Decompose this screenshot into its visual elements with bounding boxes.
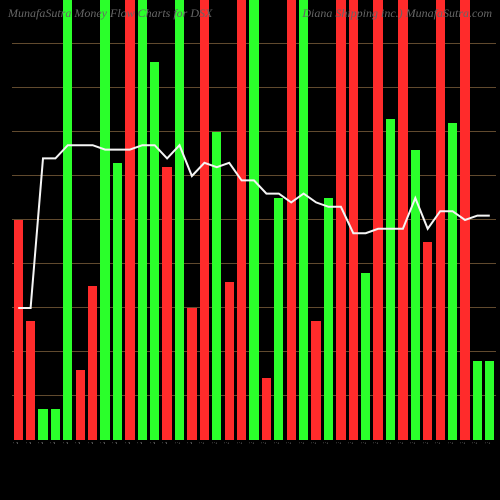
chart-container: MunafaSutra Money Flow Charts for DSX Di… bbox=[0, 0, 500, 500]
x-axis-label: 2.40 (0.84%) bbox=[49, 442, 57, 444]
x-axis-label: 2.50 (2.00%) bbox=[12, 442, 20, 444]
x-axis-label: 2.45 (2.00%) bbox=[25, 442, 33, 444]
x-axis-label: 3.49 (3.06%) bbox=[459, 442, 467, 444]
x-axis-label: 3.47 (0.86%) bbox=[484, 442, 492, 444]
x-axis-label: 2.50 (2.04%) bbox=[87, 442, 95, 444]
x-axis-label: 2.51 (0.40%) bbox=[99, 442, 107, 444]
x-axis-label: 3.11 (1.97%) bbox=[211, 442, 219, 444]
plot-area bbox=[12, 0, 496, 440]
x-axis-label: 2.95 (8.86%) bbox=[161, 442, 169, 444]
x-axis-label: 3.43 (1.78%) bbox=[385, 442, 393, 444]
chart-title-right: Diana Shipping inc.) MunafaSutra.com bbox=[302, 6, 492, 21]
x-axis-label: 3.15 (3.62%) bbox=[322, 442, 330, 444]
x-axis-label: 3.13 (0.63%) bbox=[335, 442, 343, 444]
x-axis-label: 3.52 (0.28%) bbox=[434, 442, 442, 444]
x-axis-label: 2.38 (0.83%) bbox=[62, 442, 70, 444]
x-axis-label: 3.37 (1.17%) bbox=[372, 442, 380, 444]
x-axis-label: 3.01 (2.90%) bbox=[236, 442, 244, 444]
x-axis-label: 3.05 (2.01%) bbox=[198, 442, 206, 444]
x-axis-label: 3.45 (0.58%) bbox=[397, 442, 405, 444]
x-axis-label: 3.07 (0.99%) bbox=[285, 442, 293, 444]
x-axis-label: 3.10 (0.32%) bbox=[223, 442, 231, 444]
x-axis-label: 3.04 (1.30%) bbox=[273, 442, 281, 444]
chart-title-left: MunafaSutra Money Flow Charts for DSX bbox=[8, 6, 212, 21]
x-axis-label: 2.71 (0.74%) bbox=[149, 442, 157, 444]
x-axis-label: 3.60 (2.27%) bbox=[447, 442, 455, 444]
x-axis-label: 2.47 (0.79%) bbox=[124, 442, 132, 444]
x-axis-label: 3.53 (0.86%) bbox=[422, 442, 430, 444]
x-axis-label: 2.99 (1.32%) bbox=[186, 442, 194, 444]
money-flow-line bbox=[12, 0, 496, 440]
x-axis-label: 3.01 (0.00%) bbox=[248, 442, 256, 444]
x-axis-label: 2.45 (2.94%) bbox=[74, 442, 82, 444]
x-axis-label: 3.08 (2.33%) bbox=[260, 442, 268, 444]
x-axis-label: 3.41 (4.28%) bbox=[360, 442, 368, 444]
x-axis-label: 2.49 (0.81%) bbox=[111, 442, 119, 444]
x-axis-labels: 2.50 (2.00%) 2.45 (2.00%) 2.38 (2.86%) 2.40… bbox=[12, 442, 496, 500]
x-axis-label: 3.50 (0.29%) bbox=[471, 442, 479, 444]
x-axis-label: 3.50 (1.45%) bbox=[409, 442, 417, 444]
x-axis-label: 3.03 (2.71%) bbox=[174, 442, 182, 444]
x-axis-label: 2.38 (2.86%) bbox=[37, 442, 45, 444]
x-axis-label: 3.04 (0.98%) bbox=[310, 442, 318, 444]
x-axis-label: 3.27 (4.47%) bbox=[347, 442, 355, 444]
x-axis-label: 2.69 (8.91%) bbox=[136, 442, 144, 444]
x-axis-label: 3.07 (0.00%) bbox=[298, 442, 306, 444]
